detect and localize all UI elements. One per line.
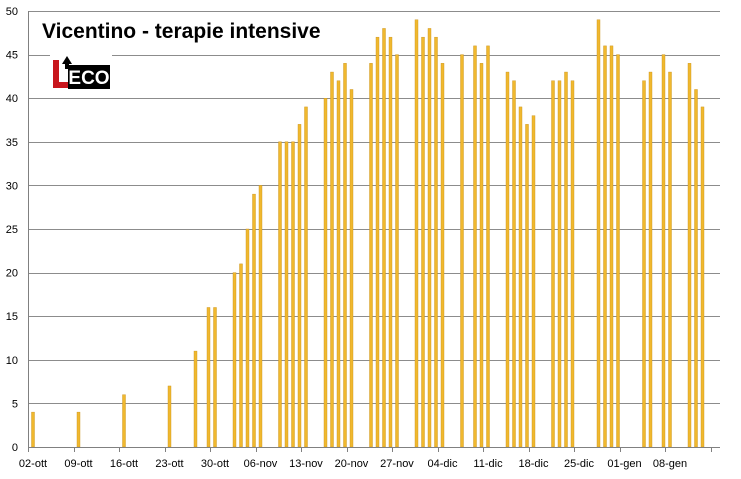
bar (291, 141, 295, 448)
bar (440, 63, 445, 448)
bar (193, 350, 198, 448)
x-tick-label: 02-ott (19, 458, 47, 470)
bar (596, 19, 601, 448)
bar (479, 63, 484, 448)
bar (349, 89, 354, 448)
x-tick-label: 13-nov (289, 458, 323, 470)
y-tick-label: 5 (12, 398, 18, 410)
bar (525, 124, 529, 448)
bar (609, 45, 614, 448)
bar (460, 54, 464, 448)
x-tick-label: 09-ott (64, 458, 92, 470)
bar (668, 71, 672, 448)
bar (427, 28, 432, 448)
bar (122, 394, 126, 448)
x-tick-label: 16-ott (110, 458, 138, 470)
y-tick-label: 15 (6, 311, 18, 323)
bar (323, 97, 328, 448)
y-tick-label: 25 (6, 224, 18, 236)
bar (603, 45, 607, 448)
x-tick-label: 18-dic (519, 458, 549, 470)
bar (557, 80, 562, 448)
bar (531, 115, 536, 448)
y-tick-label: 50 (6, 6, 18, 18)
x-tick-label: 06-nov (244, 458, 278, 470)
bar (304, 106, 308, 448)
y-tick-label: 30 (6, 180, 18, 192)
x-tick-label: 20-nov (335, 458, 369, 470)
bar (512, 80, 516, 448)
y-tick-label: 45 (6, 50, 18, 62)
bar (395, 54, 399, 448)
bar (258, 185, 263, 448)
bar (382, 28, 386, 448)
bar (343, 63, 347, 448)
x-tick-label: 30-ott (201, 458, 229, 470)
y-tick-labels: 0 5 10 15 20 25 30 35 40 45 50 (6, 6, 18, 454)
bar (167, 385, 172, 448)
bar (388, 36, 393, 448)
y-tick-label: 0 (12, 442, 18, 454)
x-tick-label: 01-gen (607, 458, 641, 470)
bar (252, 193, 256, 448)
axes (28, 11, 720, 452)
bar (414, 19, 419, 448)
bar (421, 36, 425, 448)
bar (434, 36, 438, 448)
bar (375, 36, 380, 448)
bar (245, 228, 250, 448)
bar (486, 45, 490, 448)
bar (551, 80, 555, 448)
bar-series (31, 19, 705, 448)
bar (473, 45, 477, 448)
bar (518, 106, 523, 448)
x-tick-labels: 02-ott 09-ott 16-ott 23-ott 30-ott 06-nov 13-n… (19, 458, 687, 470)
bar (213, 307, 217, 448)
bar (284, 141, 289, 448)
bar (336, 80, 341, 448)
x-tick-label: 08-gen (653, 458, 687, 470)
bar (76, 411, 81, 448)
bar (239, 263, 243, 448)
y-tick-label: 40 (6, 93, 18, 105)
y-tick-label: 10 (6, 355, 18, 367)
chart-title: Vicentino - terapie intensive (42, 20, 321, 43)
bar (206, 307, 211, 448)
bar (648, 71, 653, 448)
bar (700, 106, 705, 448)
svg-text:ECO: ECO (68, 68, 109, 89)
bar (661, 54, 666, 448)
bar (694, 89, 698, 448)
x-tick-label: 11-dic (473, 458, 503, 470)
bar (232, 272, 237, 448)
x-tick-label: 04-dic (428, 458, 458, 470)
bar (297, 124, 302, 448)
bar (369, 63, 373, 448)
bar (570, 80, 575, 448)
x-tick-label: 25-dic (564, 458, 594, 470)
bar (564, 71, 568, 448)
bar (687, 63, 692, 448)
x-tick-label: 23-ott (155, 458, 183, 470)
bar (31, 411, 35, 448)
bar (616, 54, 620, 448)
bar (330, 71, 334, 448)
y-tick-label: 20 (6, 268, 18, 280)
bar (642, 80, 646, 448)
y-tick-label: 35 (6, 137, 18, 149)
bar (505, 71, 510, 448)
x-tick-label: 27-nov (380, 458, 414, 470)
bar (278, 141, 282, 448)
eco-logo: ECO (50, 54, 112, 92)
gridlines (28, 11, 720, 404)
